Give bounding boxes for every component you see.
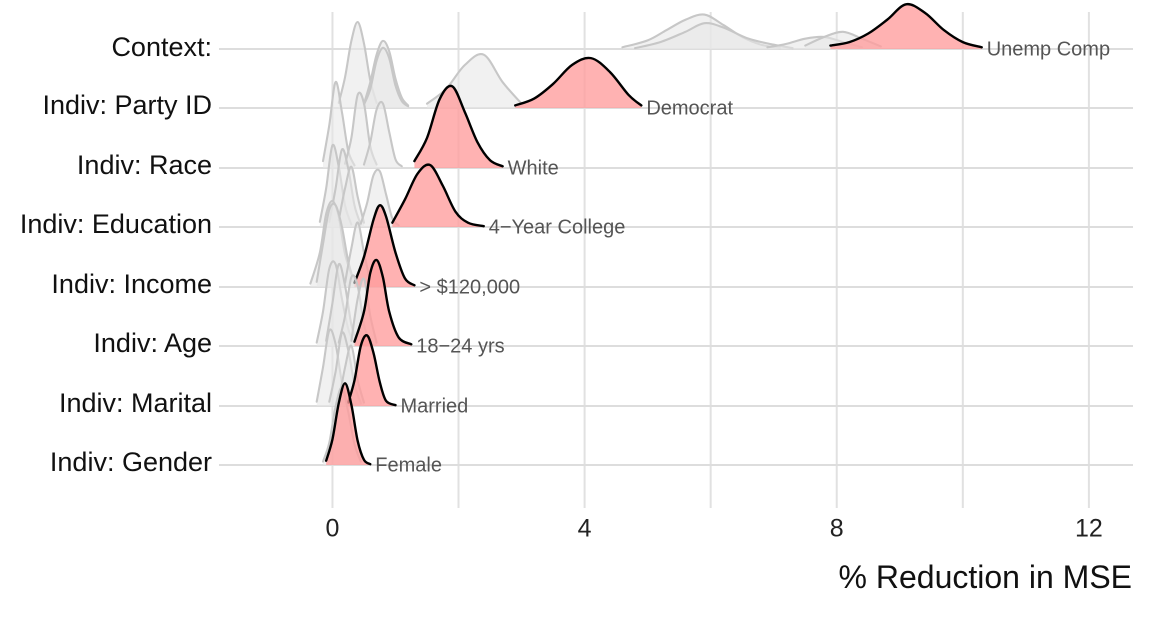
ridge-highlight-line-1: [829, 2, 983, 49]
ridge-highlight-line-3: [413, 84, 504, 168]
ridge-highlight-line-7: [347, 334, 397, 407]
ridge-other-area-2-1: [338, 21, 377, 108]
tick-layer: 0 4 8 12: [326, 515, 1103, 543]
ridge-other-line-2-2: [362, 39, 410, 107]
ridge-other-area-4-4: [360, 169, 399, 227]
x-tick-label-1: 0: [326, 515, 340, 543]
grid-layer: [331, 12, 1090, 508]
ridge-highlight-line-6: [353, 258, 413, 346]
ridge-row-5: > $120,000: [309, 199, 520, 298]
ridge-row-6: 18−24 yrs: [315, 258, 505, 357]
ridge-highlight-area-8: [326, 383, 371, 465]
highlight-label-8: Female: [375, 454, 442, 476]
ridge-row-1: Unemp Comp: [621, 2, 1110, 60]
highlight-label-1: Unemp Comp: [987, 38, 1110, 60]
row-label-6: Indiv: Age: [93, 328, 212, 358]
ridge-other-line-3-3: [362, 100, 403, 168]
ridge-layer: Unemp Comp Democrat White 4−Year College > $…: [309, 2, 1110, 476]
row-label-7: Indiv: Marital: [59, 388, 212, 418]
ridge-highlight-area-2: [515, 57, 642, 108]
row-label-1: Context:: [111, 32, 212, 62]
ridge-other-area-1-2: [635, 23, 793, 49]
ridge-highlight-line-5: [353, 204, 416, 287]
ridge-other-area-4-3: [338, 166, 364, 227]
ridge-row-3: White: [321, 80, 559, 179]
x-tick-label-4: 12: [1075, 515, 1103, 543]
highlight-label-2: Democrat: [646, 97, 733, 119]
ridge-other-line-4-4: [359, 168, 400, 227]
highlight-label-4: 4−Year College: [489, 216, 626, 238]
x-tick-label-3: 8: [830, 515, 844, 543]
highlight-label-5: > $120,000: [419, 276, 520, 298]
ridge-other-line-4-3: [337, 165, 366, 224]
x-tick-label-2: 4: [578, 515, 592, 543]
highlight-label-6: 18−24 yrs: [416, 335, 504, 357]
ridge-highlight-area-3: [414, 85, 503, 168]
highlight-label-3: White: [508, 157, 559, 179]
ridge-highlight-line-4: [391, 163, 485, 228]
row-label-8: Indiv: Gender: [50, 447, 212, 477]
ridge-other-area-5-2: [316, 203, 355, 287]
row-label-3: Indiv: Race: [77, 150, 212, 180]
ridge-highlight-area-1: [830, 4, 982, 49]
row-label-layer: Context: Indiv: Party ID Indiv: Race Indiv:…: [20, 32, 212, 477]
ridge-row-7: Married: [315, 328, 468, 417]
ridge-highlight-area-4: [392, 164, 484, 227]
row-label-5: Indiv: Income: [51, 269, 212, 299]
ridge-other-line-1-2: [633, 22, 794, 50]
ridge-other-line-2-3: [362, 46, 410, 108]
row-label-2: Indiv: Party ID: [42, 90, 212, 120]
ridge-row-8: Female: [321, 382, 442, 476]
ridge-highlight-line-8: [324, 382, 372, 466]
highlight-label-7: Married: [400, 395, 468, 417]
x-axis-title: % Reduction in MSE: [839, 559, 1132, 595]
ridge-highlight-line-2: [514, 56, 643, 107]
row-label-4: Indiv: Education: [20, 209, 212, 239]
